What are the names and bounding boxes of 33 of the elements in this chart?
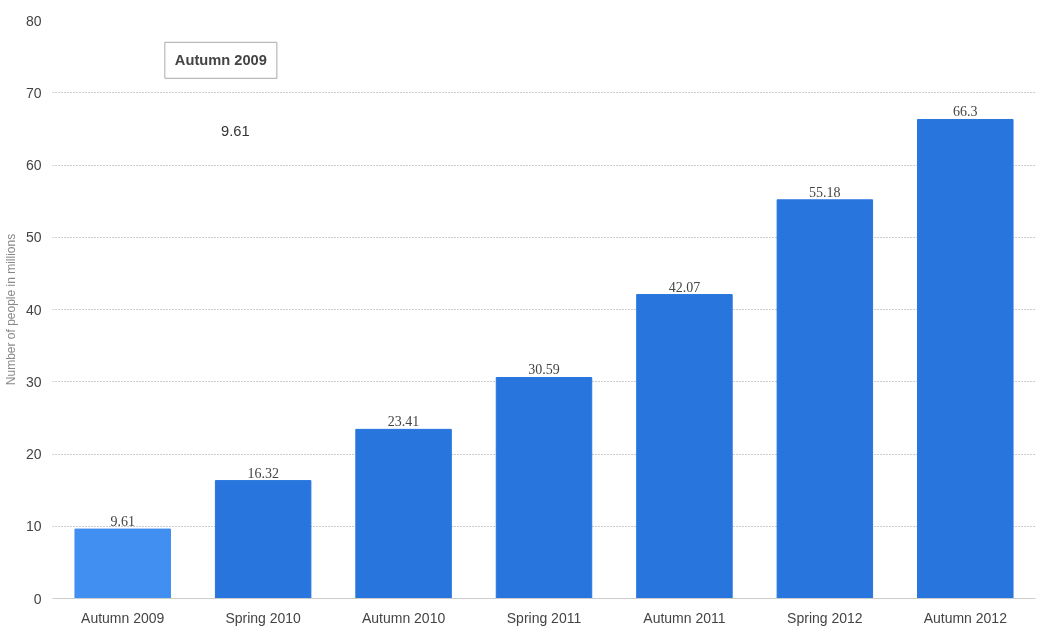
x-tick-label: Autumn 2012 <box>923 609 1008 626</box>
y-tick-label: 30 <box>25 373 42 390</box>
x-tick-label: Autumn 2009 <box>81 609 165 626</box>
y-tick-label: 40 <box>25 301 42 318</box>
bar <box>636 294 733 599</box>
bar <box>917 118 1014 599</box>
data-label: 42.07 <box>668 279 701 295</box>
data-label: 30.59 <box>528 362 560 378</box>
bar <box>74 528 171 599</box>
data-label: 9.61 <box>110 514 135 530</box>
data-label: 16.32 <box>247 465 279 481</box>
y-tick-label: 70 <box>25 84 42 101</box>
y-tick-label: 10 <box>25 518 42 535</box>
x-tick-label: Autumn 2011 <box>643 609 726 626</box>
x-tick-label: Spring 2011 <box>506 609 582 626</box>
data-label: 23.41 <box>387 414 420 430</box>
y-tick-label: 80 <box>25 12 42 29</box>
x-tick-label: Autumn 2010 <box>361 609 446 626</box>
bar <box>776 199 874 599</box>
x-tick-label: Spring 2012 <box>787 609 863 626</box>
bar <box>355 428 452 599</box>
y-tick-label: 50 <box>25 229 42 246</box>
data-label: 55.18 <box>809 184 841 200</box>
annotation: Autumn 2009 <box>174 52 267 69</box>
data-label: 66.3 <box>953 104 978 120</box>
y-tick-label: 60 <box>25 157 42 173</box>
y-axis-title: Number of people in millions <box>3 233 18 386</box>
y-tick-label: 0 <box>33 590 42 607</box>
y-tick-label: 20 <box>25 446 42 462</box>
x-tick-label: Spring 2010 <box>225 609 302 626</box>
annotation: 9.61 <box>221 123 250 140</box>
bar <box>214 480 312 599</box>
bar <box>495 376 593 599</box>
